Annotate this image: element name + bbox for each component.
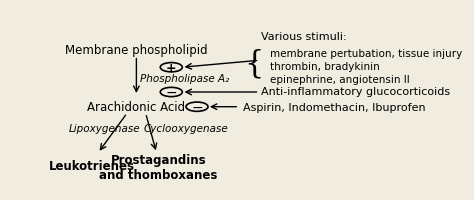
Text: Phospholipase A₂: Phospholipase A₂ bbox=[140, 74, 229, 84]
Text: −: − bbox=[165, 86, 177, 99]
Text: −: − bbox=[191, 100, 203, 114]
Text: Cyclooxygenase: Cyclooxygenase bbox=[144, 124, 228, 134]
Text: Membrane phospholipid: Membrane phospholipid bbox=[65, 44, 208, 57]
Text: Arachidonic Acid: Arachidonic Acid bbox=[87, 101, 185, 114]
Text: Leukotrienes: Leukotrienes bbox=[49, 159, 135, 172]
Text: {: { bbox=[244, 48, 263, 79]
Text: Prostagandins
and thomboxanes: Prostagandins and thomboxanes bbox=[99, 153, 218, 181]
Text: Aspirin, Indomethacin, Ibuprofen: Aspirin, Indomethacin, Ibuprofen bbox=[243, 102, 426, 112]
Text: Anti-inflammatory glucocorticoids: Anti-inflammatory glucocorticoids bbox=[261, 87, 450, 97]
Text: membrane pertubation, tissue injury
thrombin, bradykinin
epinephrine, angiotensi: membrane pertubation, tissue injury thro… bbox=[271, 49, 463, 85]
Text: +: + bbox=[166, 61, 177, 74]
Text: Various stimuli:: Various stimuli: bbox=[261, 32, 347, 42]
Text: Lipoxygenase: Lipoxygenase bbox=[68, 124, 140, 134]
